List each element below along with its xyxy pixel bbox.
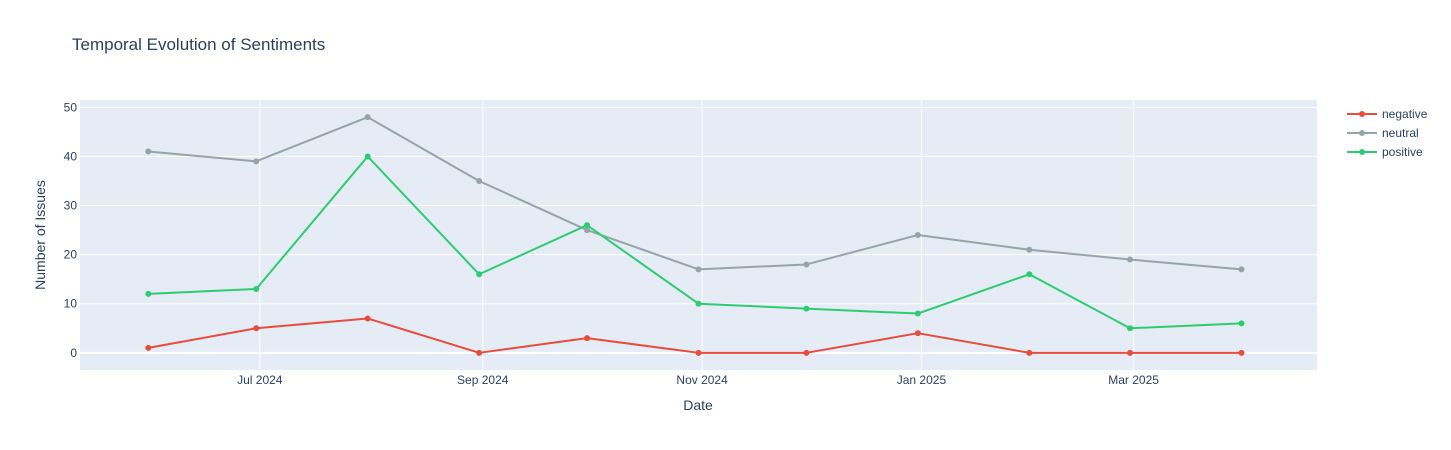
data-point-positive[interactable] <box>253 286 260 292</box>
data-point-neutral[interactable] <box>695 266 702 273</box>
data-point-positive[interactable] <box>584 222 591 229</box>
y-axis-title: Number of Issues <box>32 180 48 290</box>
series-neutral[interactable] <box>145 114 1245 273</box>
y-tick-label: 0 <box>70 346 77 360</box>
data-point-negative[interactable] <box>695 349 702 356</box>
series-positive[interactable] <box>145 153 1245 332</box>
data-point-negative[interactable] <box>1238 349 1245 356</box>
x-axis-title: Date <box>683 397 713 413</box>
legend-label: negative <box>1382 107 1428 121</box>
legend-item-positive[interactable]: positive <box>1347 145 1423 159</box>
y-tick-label: 20 <box>64 248 78 262</box>
data-point-neutral[interactable] <box>476 178 483 184</box>
data-point-negative[interactable] <box>1127 349 1134 356</box>
y-tick-label: 40 <box>64 149 78 163</box>
data-point-positive[interactable] <box>1127 325 1134 332</box>
data-point-negative[interactable] <box>584 335 591 342</box>
data-point-negative[interactable] <box>803 349 810 356</box>
y-tick-label: 10 <box>64 297 78 311</box>
legend-item-negative[interactable]: negative <box>1347 107 1428 121</box>
data-point-neutral[interactable] <box>253 158 260 165</box>
x-tick-label: Jul 2024 <box>237 373 283 387</box>
data-point-negative[interactable] <box>476 349 483 356</box>
data-point-positive[interactable] <box>1238 320 1245 327</box>
legend-marker-swatch <box>1359 130 1365 136</box>
y-tick-label: 50 <box>64 100 78 114</box>
chart-title: Temporal Evolution of Sentiments <box>72 35 325 54</box>
data-point-positive[interactable] <box>145 290 152 297</box>
data-point-negative[interactable] <box>253 325 260 332</box>
series-group <box>145 114 1245 356</box>
data-point-negative[interactable] <box>364 315 371 322</box>
data-point-neutral[interactable] <box>803 261 810 268</box>
legend-label: neutral <box>1382 126 1419 140</box>
data-point-neutral[interactable] <box>364 114 371 121</box>
data-point-neutral[interactable] <box>914 232 921 238</box>
data-point-neutral[interactable] <box>1026 246 1033 253</box>
y-tick-label: 30 <box>64 199 78 213</box>
y-axis-ticks: 0 10 20 30 40 50 <box>64 100 78 359</box>
data-point-neutral[interactable] <box>145 148 152 155</box>
legend[interactable]: negative neutral positive <box>1347 107 1428 159</box>
x-axis-ticks: Jul 2024 Sep 2024 Nov 2024 Jan 2025 Mar 2025 <box>237 373 1159 387</box>
x-tick-label: Sep 2024 <box>457 373 509 387</box>
data-point-negative[interactable] <box>1026 349 1033 356</box>
data-point-positive[interactable] <box>803 305 810 312</box>
legend-label: positive <box>1382 145 1423 159</box>
data-point-positive[interactable] <box>476 271 483 278</box>
legend-marker-swatch <box>1359 111 1365 117</box>
data-point-positive[interactable] <box>1026 271 1033 278</box>
data-point-positive[interactable] <box>364 153 371 160</box>
legend-marker-swatch <box>1359 149 1365 155</box>
data-point-neutral[interactable] <box>584 227 591 234</box>
legend-item-neutral[interactable]: neutral <box>1347 126 1419 140</box>
data-point-positive[interactable] <box>695 300 702 307</box>
x-tick-label: Nov 2024 <box>676 373 728 387</box>
data-point-neutral[interactable] <box>1238 266 1245 273</box>
x-tick-label: Mar 2025 <box>1108 373 1159 387</box>
data-point-neutral[interactable] <box>1127 256 1134 263</box>
series-negative[interactable] <box>145 315 1245 356</box>
x-tick-label: Jan 2025 <box>897 373 947 387</box>
data-point-negative[interactable] <box>914 330 921 337</box>
data-point-negative[interactable] <box>145 344 152 351</box>
data-point-positive[interactable] <box>914 310 921 317</box>
